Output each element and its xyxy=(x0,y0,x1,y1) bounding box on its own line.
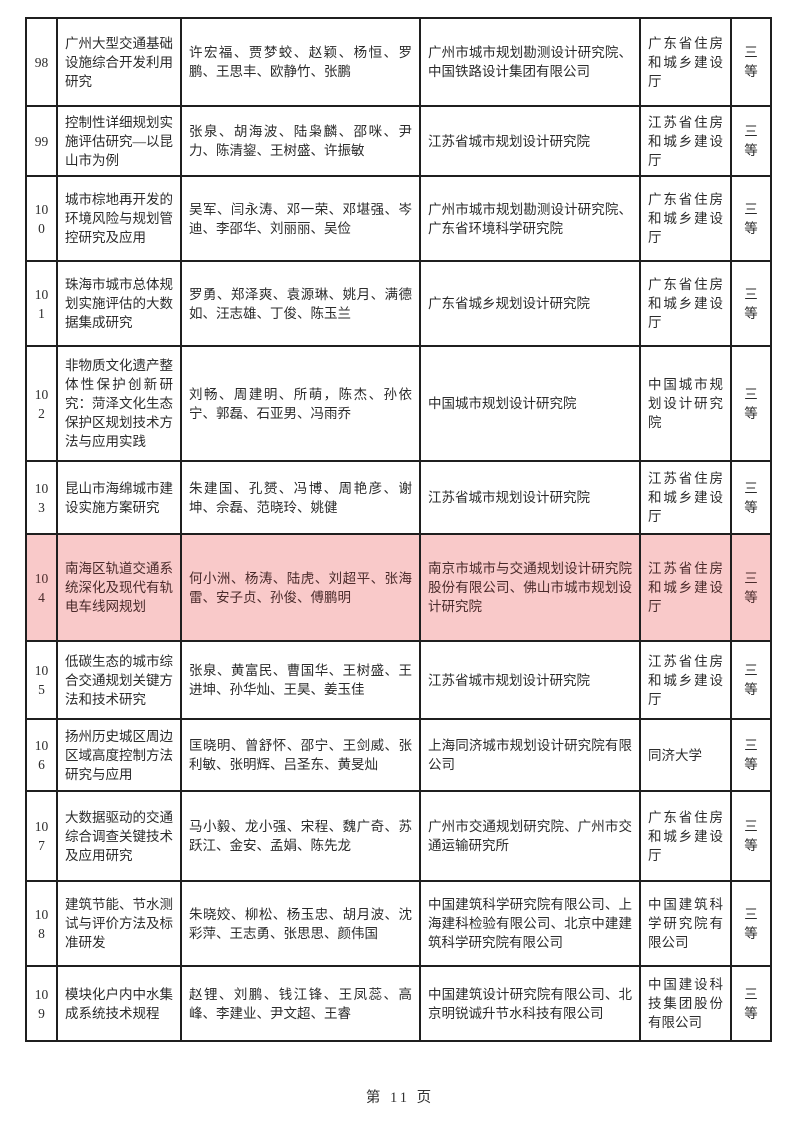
cell-grade: 三等 xyxy=(730,790,772,882)
cell-organizations: 广东省城乡规划设计研究院 xyxy=(419,260,641,347)
cell-project-title: 城市棕地再开发的环境风险与规划管控研究及应用 xyxy=(56,175,182,262)
cell-rank-number: 107 xyxy=(25,790,58,882)
cell-organizations: 中国建筑科学研究院有限公司、上海建科检验有限公司、北京中建建筑科学研究院有限公司 xyxy=(419,880,641,967)
cell-organizations: 中国城市规划设计研究院 xyxy=(419,345,641,462)
table-row: 106 扬州历史城区周边区域高度控制方法研究与应用 匡晓明、曾舒怀、邵宁、王剑威… xyxy=(25,718,772,792)
cell-project-title: 非物质文化遗产整体性保护创新研究：菏泽文化生态保护区规划技术方法与应用实践 xyxy=(56,345,182,462)
cell-project-title: 广州大型交通基础设施综合开发利用研究 xyxy=(56,17,182,107)
cell-organizations: 上海同济城市规划设计研究院有限公司 xyxy=(419,718,641,792)
table-row: 101 珠海市城市总体规划实施评估的大数据集成研究 罗勇、郑泽爽、袁源琳、姚月、… xyxy=(25,260,772,347)
cell-rank-number: 103 xyxy=(25,460,58,535)
cell-organizations: 广州市城市规划勘测设计研究院、广东省环境科学研究院 xyxy=(419,175,641,262)
table-row: 99 控制性详细规划实施评估研究—以昆山市为例 张泉、胡海波、陆枭麟、邵咪、尹力… xyxy=(25,105,772,177)
cell-grade: 三等 xyxy=(730,460,772,535)
cell-rank-number: 98 xyxy=(25,17,58,107)
cell-rank-number: 99 xyxy=(25,105,58,177)
cell-organizations: 广州市城市规划勘测设计研究院、中国铁路设计集团有限公司 xyxy=(419,17,641,107)
cell-authors: 赵锂、刘鹏、钱江锋、王凤蕊、高峰、李建业、尹文超、王睿 xyxy=(180,965,421,1042)
cell-rank-number: 101 xyxy=(25,260,58,347)
cell-project-title: 控制性详细规划实施评估研究—以昆山市为例 xyxy=(56,105,182,177)
cell-project-title: 珠海市城市总体规划实施评估的大数据集成研究 xyxy=(56,260,182,347)
cell-organizations: 中国建筑设计研究院有限公司、北京明锐诚升节水科技有限公司 xyxy=(419,965,641,1042)
cell-authors: 刘畅、周建明、所萌，陈杰、孙依宁、郭磊、石亚男、冯雨乔 xyxy=(180,345,421,462)
cell-authors: 张泉、胡海波、陆枭麟、邵咪、尹力、陈清鋆、王树盛、许振敏 xyxy=(180,105,421,177)
cell-project-title: 南海区轨道交通系统深化及现代有轨电车线网规划 xyxy=(56,533,182,642)
cell-project-title: 大数据驱动的交通综合调查关键技术及应用研究 xyxy=(56,790,182,882)
cell-organizations: 广州市交通规划研究院、广州市交通运输研究所 xyxy=(419,790,641,882)
cell-awarding-body: 广东省住房和城乡建设厅 xyxy=(639,17,732,107)
cell-authors: 吴军、闫永涛、邓一荣、邓堪强、岑迪、李邵华、刘丽丽、吴俭 xyxy=(180,175,421,262)
cell-authors: 朱晓姣、柳松、杨玉忠、胡月波、沈彩萍、王志勇、张思思、颜伟国 xyxy=(180,880,421,967)
cell-awarding-body: 广东省住房和城乡建设厅 xyxy=(639,175,732,262)
cell-project-title: 模块化户内中水集成系统技术规程 xyxy=(56,965,182,1042)
cell-awarding-body: 江苏省住房和城乡建设厅 xyxy=(639,105,732,177)
cell-grade: 三等 xyxy=(730,260,772,347)
cell-authors: 何小洲、杨涛、陆虎、刘超平、张海雷、安子贞、孙俊、傅鹏明 xyxy=(180,533,421,642)
cell-authors: 马小毅、龙小强、宋程、魏广奇、苏跃江、金安、孟娟、陈先龙 xyxy=(180,790,421,882)
cell-grade: 三等 xyxy=(730,965,772,1042)
cell-project-title: 扬州历史城区周边区域高度控制方法研究与应用 xyxy=(56,718,182,792)
table-row: 105 低碳生态的城市综合交通规划关键方法和技术研究 张泉、黄富民、曹国华、王树… xyxy=(25,640,772,720)
table-row: 100 城市棕地再开发的环境风险与规划管控研究及应用 吴军、闫永涛、邓一荣、邓堪… xyxy=(25,175,772,262)
table-row: 98 广州大型交通基础设施综合开发利用研究 许宏福、贾梦蛟、赵颖、杨恒、罗鹏、王… xyxy=(25,17,772,107)
cell-grade: 三等 xyxy=(730,640,772,720)
table-row: 107 大数据驱动的交通综合调查关键技术及应用研究 马小毅、龙小强、宋程、魏广奇… xyxy=(25,790,772,882)
cell-authors: 朱建国、孔赟、冯博、周艳彦、谢坤、佘磊、范晓玲、姚健 xyxy=(180,460,421,535)
cell-project-title: 建筑节能、节水测试与评价方法及标准研发 xyxy=(56,880,182,967)
cell-organizations: 江苏省城市规划设计研究院 xyxy=(419,105,641,177)
cell-awarding-body: 江苏省住房和城乡建设厅 xyxy=(639,533,732,642)
cell-awarding-body: 江苏省住房和城乡建设厅 xyxy=(639,640,732,720)
cell-rank-number: 102 xyxy=(25,345,58,462)
cell-grade: 三等 xyxy=(730,533,772,642)
cell-awarding-body: 广东省住房和城乡建设厅 xyxy=(639,790,732,882)
cell-awarding-body: 中国建设科技集团股份有限公司 xyxy=(639,965,732,1042)
cell-awarding-body: 广东省住房和城乡建设厅 xyxy=(639,260,732,347)
cell-grade: 三等 xyxy=(730,105,772,177)
page-number: 第 11 页 xyxy=(365,1090,435,1106)
cell-rank-number: 108 xyxy=(25,880,58,967)
cell-authors: 罗勇、郑泽爽、袁源琳、姚月、满德如、汪志雄、丁俊、陈玉兰 xyxy=(180,260,421,347)
cell-rank-number: 106 xyxy=(25,718,58,792)
awards-table-body: 98 广州大型交通基础设施综合开发利用研究 许宏福、贾梦蛟、赵颖、杨恒、罗鹏、王… xyxy=(25,17,772,1042)
cell-rank-number: 104 xyxy=(25,533,58,642)
cell-grade: 三等 xyxy=(730,718,772,792)
cell-authors: 许宏福、贾梦蛟、赵颖、杨恒、罗鹏、王思丰、欧静竹、张鹏 xyxy=(180,17,421,107)
cell-awarding-body: 中国城市规划设计研究院 xyxy=(639,345,732,462)
cell-rank-number: 109 xyxy=(25,965,58,1042)
cell-authors: 张泉、黄富民、曹国华、王树盛、王进坤、孙华灿、王昊、姜玉佳 xyxy=(180,640,421,720)
cell-rank-number: 105 xyxy=(25,640,58,720)
table-row-highlighted: 104 南海区轨道交通系统深化及现代有轨电车线网规划 何小洲、杨涛、陆虎、刘超平… xyxy=(25,533,772,642)
cell-rank-number: 100 xyxy=(25,175,58,262)
cell-organizations: 江苏省城市规划设计研究院 xyxy=(419,460,641,535)
awards-table: 98 广州大型交通基础设施综合开发利用研究 许宏福、贾梦蛟、赵颖、杨恒、罗鹏、王… xyxy=(25,17,772,1042)
cell-organizations: 南京市城市与交通规划设计研究院股份有限公司、佛山市城市规划设计研究院 xyxy=(419,533,641,642)
cell-awarding-body: 中国建筑科学研究院有限公司 xyxy=(639,880,732,967)
cell-awarding-body: 同济大学 xyxy=(639,718,732,792)
cell-grade: 三等 xyxy=(730,880,772,967)
table-row: 102 非物质文化遗产整体性保护创新研究：菏泽文化生态保护区规划技术方法与应用实… xyxy=(25,345,772,462)
cell-grade: 三等 xyxy=(730,175,772,262)
cell-authors: 匡晓明、曾舒怀、邵宁、王剑威、张利敏、张明辉、吕圣东、黄旻灿 xyxy=(180,718,421,792)
cell-organizations: 江苏省城市规划设计研究院 xyxy=(419,640,641,720)
cell-grade: 三等 xyxy=(730,345,772,462)
table-row: 103 昆山市海绵城市建设实施方案研究 朱建国、孔赟、冯博、周艳彦、谢坤、佘磊、… xyxy=(25,460,772,535)
cell-project-title: 低碳生态的城市综合交通规划关键方法和技术研究 xyxy=(56,640,182,720)
cell-project-title: 昆山市海绵城市建设实施方案研究 xyxy=(56,460,182,535)
table-row: 108 建筑节能、节水测试与评价方法及标准研发 朱晓姣、柳松、杨玉忠、胡月波、沈… xyxy=(25,880,772,967)
cell-awarding-body: 江苏省住房和城乡建设厅 xyxy=(639,460,732,535)
cell-grade: 三等 xyxy=(730,17,772,107)
table-row: 109 模块化户内中水集成系统技术规程 赵锂、刘鹏、钱江锋、王凤蕊、高峰、李建业… xyxy=(25,965,772,1042)
